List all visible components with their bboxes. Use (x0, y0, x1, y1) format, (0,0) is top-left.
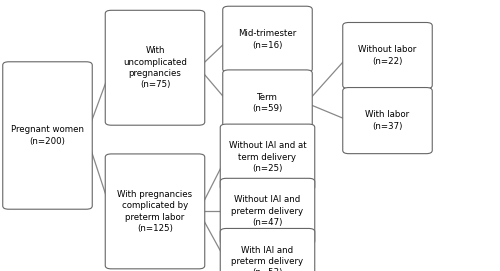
FancyBboxPatch shape (223, 70, 312, 136)
Text: Without IAI and at
term delivery
(n=25): Without IAI and at term delivery (n=25) (228, 141, 306, 173)
Text: Term
(n=59): Term (n=59) (252, 93, 282, 113)
Text: Without IAI and
preterm delivery
(n=47): Without IAI and preterm delivery (n=47) (232, 195, 304, 227)
FancyBboxPatch shape (105, 10, 205, 125)
Text: With labor
(n=37): With labor (n=37) (366, 110, 410, 131)
Text: Pregnant women
(n=200): Pregnant women (n=200) (11, 125, 84, 146)
FancyBboxPatch shape (220, 124, 315, 190)
Text: Without labor
(n=22): Without labor (n=22) (358, 45, 416, 66)
FancyBboxPatch shape (343, 22, 432, 89)
FancyBboxPatch shape (223, 6, 312, 72)
Text: Mid-trimester
(n=16): Mid-trimester (n=16) (238, 29, 296, 50)
Text: With IAI and
preterm delivery
(n=53): With IAI and preterm delivery (n=53) (232, 246, 304, 271)
FancyBboxPatch shape (3, 62, 92, 209)
FancyBboxPatch shape (220, 178, 315, 244)
FancyBboxPatch shape (220, 228, 315, 271)
FancyBboxPatch shape (343, 88, 432, 154)
FancyBboxPatch shape (105, 154, 205, 269)
Text: With pregnancies
complicated by
preterm labor
(n=125): With pregnancies complicated by preterm … (118, 190, 192, 233)
Text: With
uncomplicated
pregnancies
(n=75): With uncomplicated pregnancies (n=75) (123, 46, 187, 89)
